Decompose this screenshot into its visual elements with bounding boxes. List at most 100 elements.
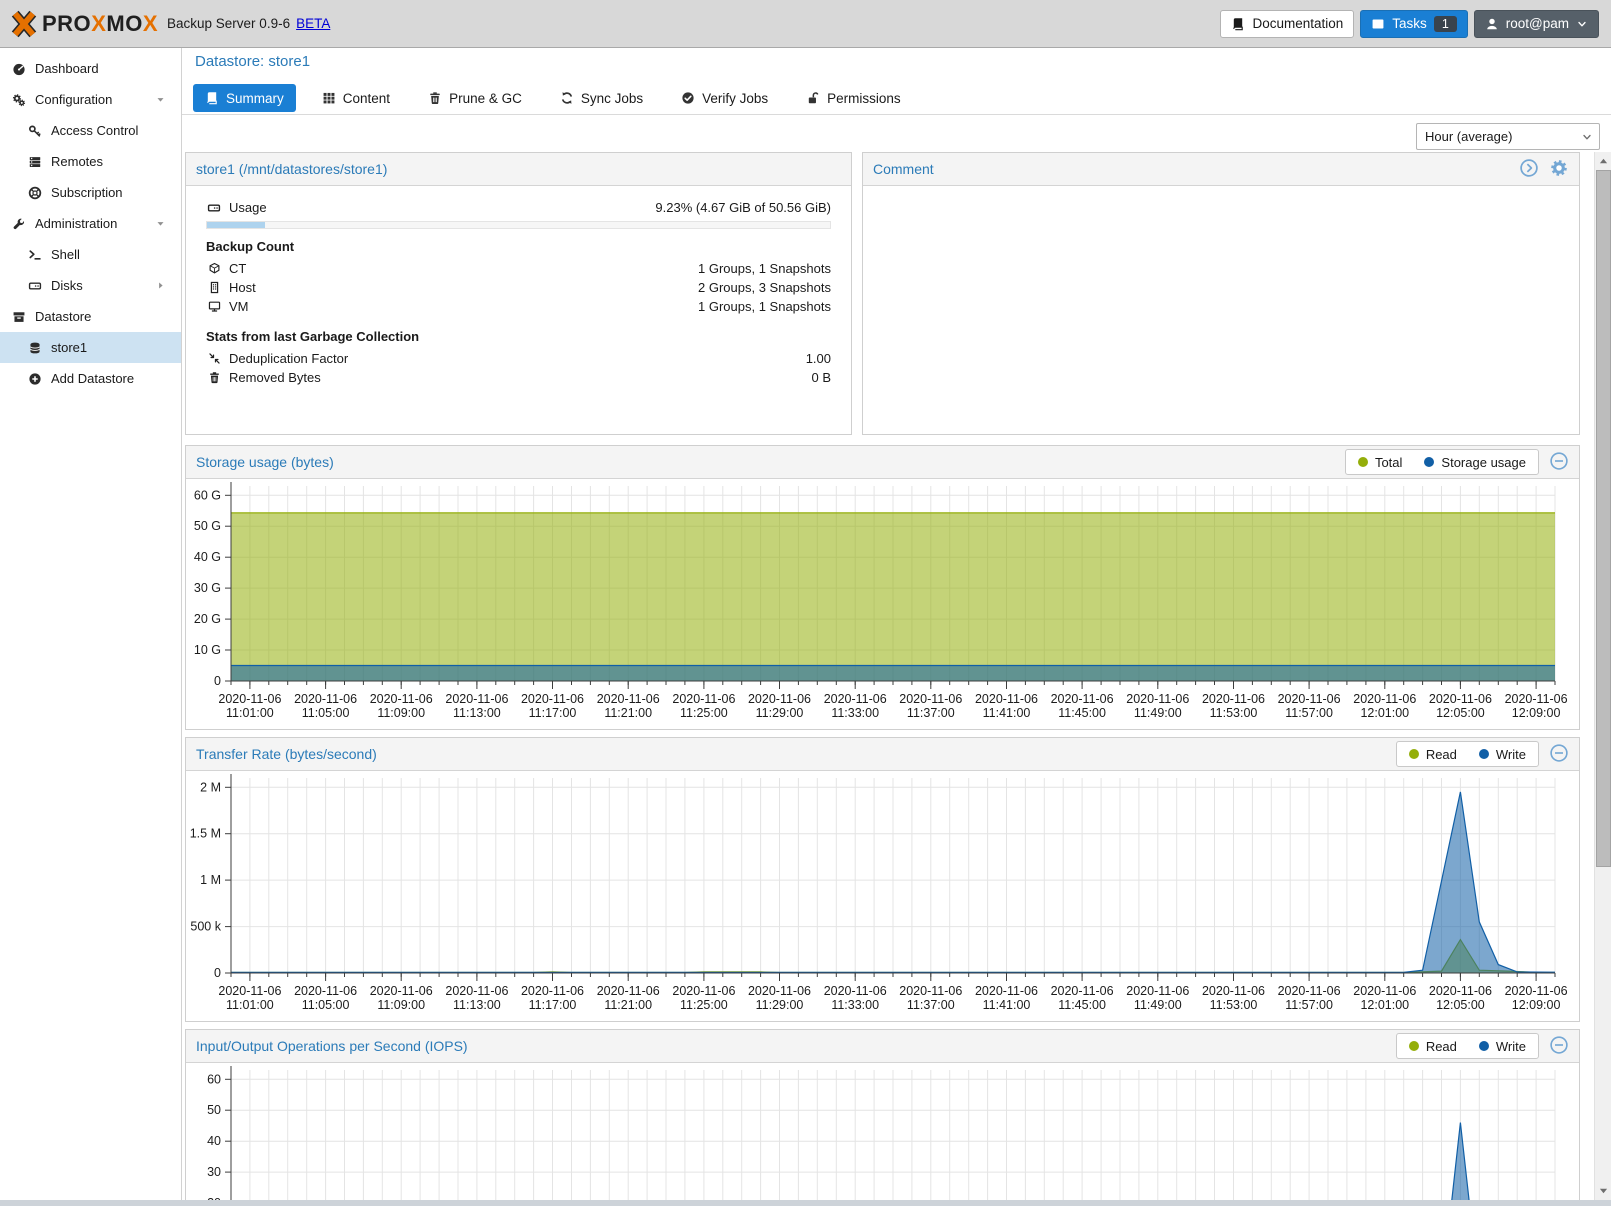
settings-gear-button[interactable] xyxy=(1549,158,1569,181)
svg-text:2 M: 2 M xyxy=(200,780,221,794)
sidebar-item-shell[interactable]: Shell xyxy=(0,239,181,270)
tab-summary[interactable]: Summary xyxy=(193,84,296,112)
svg-text:2020-11-06: 2020-11-06 xyxy=(1126,984,1189,998)
svg-text:10 G: 10 G xyxy=(194,643,221,657)
sidebar-item-label: Administration xyxy=(35,216,118,231)
scroll-down-button[interactable] xyxy=(1595,1182,1611,1198)
panel-title: store1 (/mnt/datastores/store1) xyxy=(196,161,388,177)
gc-heading: Stats from last Garbage Collection xyxy=(206,329,420,344)
minus-circle-icon xyxy=(1549,1035,1569,1058)
gear-icon xyxy=(1549,158,1569,181)
legend-dot xyxy=(1424,457,1435,467)
sidebar-item-store1[interactable]: store1 xyxy=(0,332,181,363)
svg-text:2020-11-06: 2020-11-06 xyxy=(748,692,811,706)
svg-text:12:05:00: 12:05:00 xyxy=(1436,998,1485,1012)
chart-legend: Read Write xyxy=(1395,741,1539,767)
triangle-down-icon xyxy=(1599,1188,1607,1193)
beta-link[interactable]: BETA xyxy=(296,16,331,31)
svg-text:0: 0 xyxy=(214,966,221,980)
svg-text:11:05:00: 11:05:00 xyxy=(302,706,350,720)
svg-text:11:13:00: 11:13:00 xyxy=(453,998,501,1012)
sidebar-item-remotes[interactable]: Remotes xyxy=(0,146,181,177)
tab-underline xyxy=(182,114,1611,115)
legend-item-read[interactable]: Read xyxy=(1408,1039,1457,1054)
tab-label: Permissions xyxy=(827,90,901,106)
edit-comment-button[interactable] xyxy=(1519,158,1539,181)
svg-text:2020-11-06: 2020-11-06 xyxy=(1505,692,1568,706)
sidebar-item-label: Disks xyxy=(51,278,83,293)
stat-label: Host xyxy=(229,280,256,295)
tab-verify-jobs[interactable]: Verify Jobs xyxy=(669,84,780,112)
svg-text:2020-11-06: 2020-11-06 xyxy=(672,692,735,706)
sidebar-item-subscription[interactable]: Subscription xyxy=(0,177,181,208)
timeframe-select[interactable]: Hour (average) xyxy=(1416,123,1600,150)
sidebar-item-administration[interactable]: Administration xyxy=(0,208,181,239)
legend-item-storage-usage[interactable]: Storage usage xyxy=(1424,455,1526,470)
tab-permissions[interactable]: Permissions xyxy=(794,84,913,112)
svg-text:11:49:00: 11:49:00 xyxy=(1134,998,1182,1012)
legend-item-total[interactable]: Total xyxy=(1357,455,1402,470)
sidebar-item-access-control[interactable]: Access Control xyxy=(0,115,181,146)
wordmark-part: PRO xyxy=(42,10,92,36)
svg-text:2020-11-06: 2020-11-06 xyxy=(521,984,584,998)
svg-text:12:09:00: 12:09:00 xyxy=(1512,706,1561,720)
svg-text:11:41:00: 11:41:00 xyxy=(983,998,1031,1012)
collapse-chart-button[interactable] xyxy=(1549,1035,1569,1058)
svg-text:2020-11-06: 2020-11-06 xyxy=(824,984,887,998)
sidebar-item-configuration[interactable]: Configuration xyxy=(0,84,181,115)
svg-text:40: 40 xyxy=(207,1134,221,1148)
svg-text:2020-11-06: 2020-11-06 xyxy=(370,692,433,706)
unlock-icon xyxy=(806,91,820,105)
tab-sync-jobs[interactable]: Sync Jobs xyxy=(548,84,655,112)
user-menu-button[interactable]: root@pam xyxy=(1473,9,1599,38)
legend-label: Write xyxy=(1495,1038,1526,1054)
caret-right-icon[interactable] xyxy=(154,279,167,292)
sidebar-item-add-datastore[interactable]: Add Datastore xyxy=(0,363,181,394)
caret-down-icon[interactable] xyxy=(154,217,167,230)
svg-text:60: 60 xyxy=(207,1072,221,1086)
sidebar-item-disks[interactable]: Disks xyxy=(0,270,181,301)
host-icon xyxy=(206,281,222,294)
svg-text:2020-11-06: 2020-11-06 xyxy=(1353,984,1416,998)
documentation-button[interactable]: Documentation xyxy=(1220,9,1355,38)
tab-prune-gc[interactable]: Prune & GC xyxy=(416,84,534,112)
svg-text:11:37:00: 11:37:00 xyxy=(907,998,955,1012)
caret-down-icon[interactable] xyxy=(154,93,167,106)
svg-text:2020-11-06: 2020-11-06 xyxy=(975,984,1038,998)
svg-text:2020-11-06: 2020-11-06 xyxy=(899,692,962,706)
legend-dot xyxy=(1408,1041,1419,1051)
legend-item-read[interactable]: Read xyxy=(1408,746,1457,762)
svg-text:40 G: 40 G xyxy=(194,550,221,564)
proxmox-x-icon xyxy=(11,10,37,37)
stat-row-ct: CT 1 Groups, 1 Snapshots xyxy=(206,259,831,278)
legend-label: Read xyxy=(1425,746,1457,762)
tasks-button[interactable]: Tasks 1 xyxy=(1360,9,1468,38)
scrollbar-thumb[interactable] xyxy=(1596,170,1611,867)
comment-body[interactable] xyxy=(863,186,1579,210)
scroll-up-button[interactable] xyxy=(1595,153,1611,169)
storage-usage-panel: Storage usage (bytes) Total Storage usage… xyxy=(185,445,1580,730)
sidebar-item-dashboard[interactable]: Dashboard xyxy=(0,53,181,84)
tab-bar: Summary Content Prune & GC Sync Jobs Verify … xyxy=(193,84,913,112)
sidebar-item-datastore[interactable]: Datastore xyxy=(0,301,181,332)
vertical-scrollbar[interactable] xyxy=(1594,152,1611,1206)
svg-text:11:57:00: 11:57:00 xyxy=(1285,998,1333,1012)
tab-label: Content xyxy=(342,90,391,106)
svg-text:11:17:00: 11:17:00 xyxy=(529,706,577,720)
usage-row: Usage 9.23% (4.67 GiB of 50.56 GiB) xyxy=(206,198,831,217)
legend-item-write[interactable]: Write xyxy=(1478,747,1526,762)
collapse-chart-button[interactable] xyxy=(1549,743,1569,766)
svg-text:11:29:00: 11:29:00 xyxy=(756,998,804,1012)
svg-text:2020-11-06: 2020-11-06 xyxy=(370,984,433,998)
wordmark-part: X xyxy=(91,10,107,36)
gauge-icon xyxy=(10,62,27,76)
svg-text:2020-11-06: 2020-11-06 xyxy=(1505,984,1568,998)
sidebar-item-label: Dashboard xyxy=(35,61,99,76)
proxmox-wordmark: PROXMOX xyxy=(42,11,158,37)
tab-content[interactable]: Content xyxy=(310,84,402,112)
stat-label: CT xyxy=(229,261,247,276)
collapse-chart-button[interactable] xyxy=(1549,451,1569,474)
legend-item-write[interactable]: Write xyxy=(1478,1038,1526,1054)
backup-count-heading: Backup Count xyxy=(206,239,295,254)
legend-dot xyxy=(1478,1041,1489,1051)
